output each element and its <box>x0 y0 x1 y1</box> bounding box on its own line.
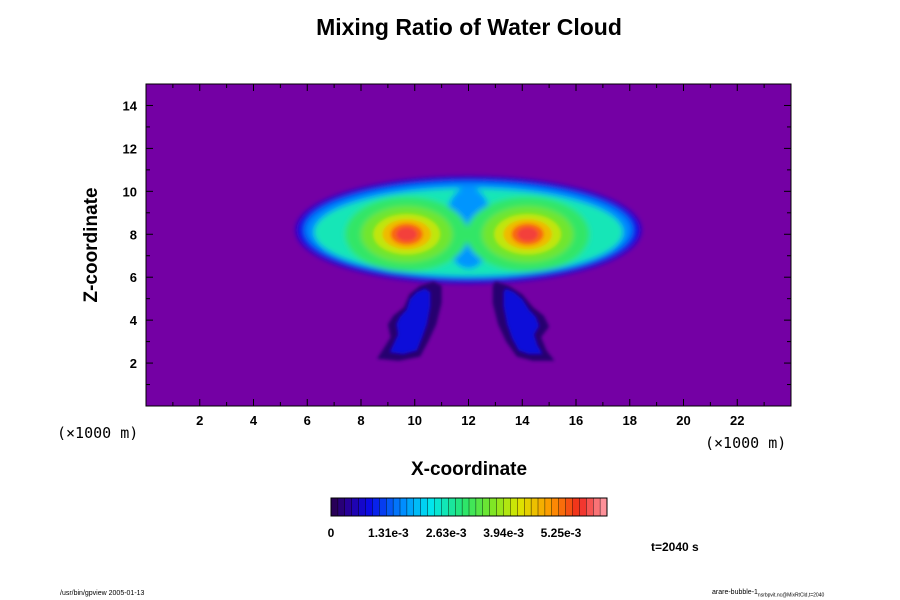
colorbar-swatch <box>420 497 429 517</box>
vortex-2-level-6 <box>517 227 538 242</box>
colorbar-swatch <box>530 497 539 517</box>
colorbar-swatch <box>427 497 436 517</box>
colorbar-swatch <box>496 497 505 517</box>
colorbar-swatch <box>386 497 394 517</box>
colorbar-swatch <box>392 497 401 517</box>
colorbar-swatch <box>599 497 608 517</box>
colorbar-swatch <box>510 497 518 517</box>
colorbar-swatch <box>551 497 560 517</box>
colorbar-tick-label: 0 <box>328 526 335 540</box>
footer-command: /usr/bin/gpview 2005-01-13 <box>60 590 145 597</box>
y-tick-label: 4 <box>130 313 138 328</box>
x-axis: 2 4 6 8 10 12 14 16 18 20 22 <box>172 84 765 428</box>
x-tick-label: 20 <box>676 413 690 428</box>
colorbar-swatch <box>517 497 525 517</box>
colorbar-swatch <box>565 497 573 517</box>
y-axis-label: Z-coordinate <box>81 187 102 303</box>
x-tick-label: 12 <box>461 413 475 428</box>
colorbar: 0 1.31e-3 2.63e-3 3.94e-3 5.25e-3 <box>328 497 608 540</box>
colorbar-tick-label: 1.31e-3 <box>368 526 409 540</box>
x-axis-unit: (×1000 m) <box>705 434 787 452</box>
colorbar-swatch <box>358 497 367 517</box>
x-tick-label: 14 <box>515 413 530 428</box>
y-tick-label: 6 <box>130 270 137 285</box>
colorbar-swatch <box>434 497 442 517</box>
y-axis-unit: (×1000 m) <box>57 424 139 442</box>
x-tick-label: 22 <box>730 413 744 428</box>
stem-2-inner <box>503 288 543 354</box>
footer-source-name: arare-bubble-1 <box>712 589 758 596</box>
stem-1-inner <box>390 288 430 354</box>
colorbar-swatch <box>586 497 594 517</box>
colorbar-tick-label: 5.25e-3 <box>541 526 582 540</box>
colorbar-swatch <box>337 497 346 517</box>
time-label: t=2040 s <box>651 540 699 554</box>
vortex-1-level-6 <box>396 227 417 242</box>
colorbar-swatch <box>379 497 387 517</box>
colorbar-swatch <box>489 497 498 517</box>
cloud-field <box>296 177 641 361</box>
y-tick-label: 2 <box>130 356 137 371</box>
x-tick-label: 16 <box>569 413 583 428</box>
colorbar-swatch <box>475 497 484 517</box>
x-tick-label: 8 <box>357 413 364 428</box>
colorbar-swatch <box>503 497 511 517</box>
x-axis-label: X-coordinate <box>410 459 528 480</box>
x-tick-label: 2 <box>196 413 203 428</box>
y-tick-label: 14 <box>123 98 138 113</box>
footer-source-file: nsrbpvit.nc@MixRtCld,t=2040 <box>757 592 825 599</box>
colorbar-swatch <box>572 497 580 517</box>
y-tick-label: 8 <box>130 227 137 242</box>
colorbar-swatch <box>406 497 415 517</box>
colorbar-tick-label: 3.94e-3 <box>483 526 524 540</box>
colorbar-swatch <box>344 497 353 517</box>
footer-source: arare-bubble-1nsrbpvit.nc@MixRtCld,t=204… <box>712 589 824 598</box>
x-tick-label: 18 <box>623 413 637 428</box>
colorbar-swatch <box>593 497 601 517</box>
x-tick-label: 6 <box>304 413 311 428</box>
colorbar-swatch <box>330 497 339 517</box>
colorbar-swatch <box>365 497 373 517</box>
colorbar-swatch <box>524 497 532 517</box>
x-tick-label: 4 <box>250 413 258 428</box>
colorbar-swatch <box>544 497 553 517</box>
colorbar-swatch <box>441 497 449 517</box>
colorbar-swatch <box>579 497 587 517</box>
colorbar-swatch <box>399 497 408 517</box>
colorbar-tick-label: 2.63e-3 <box>426 526 467 540</box>
y-tick-label: 10 <box>123 184 137 199</box>
colorbar-swatch <box>372 497 380 517</box>
colorbar-swatch <box>482 497 491 517</box>
colorbar-swatch <box>468 497 477 517</box>
colorbar-swatch <box>558 497 567 517</box>
y-axis: 2 4 6 8 10 12 14 <box>123 98 791 386</box>
colorbar-swatch <box>351 497 360 517</box>
colorbar-swatch <box>455 497 463 517</box>
colorbar-swatch <box>537 497 546 517</box>
colorbar-swatch <box>461 497 470 517</box>
colorbar-frame <box>330 497 608 517</box>
chart-title: Mixing Ratio of Water Cloud <box>316 14 622 40</box>
colorbar-swatch <box>448 497 456 517</box>
colorbar-swatch <box>413 497 422 517</box>
y-tick-label: 12 <box>123 141 137 156</box>
x-tick-label: 10 <box>408 413 422 428</box>
